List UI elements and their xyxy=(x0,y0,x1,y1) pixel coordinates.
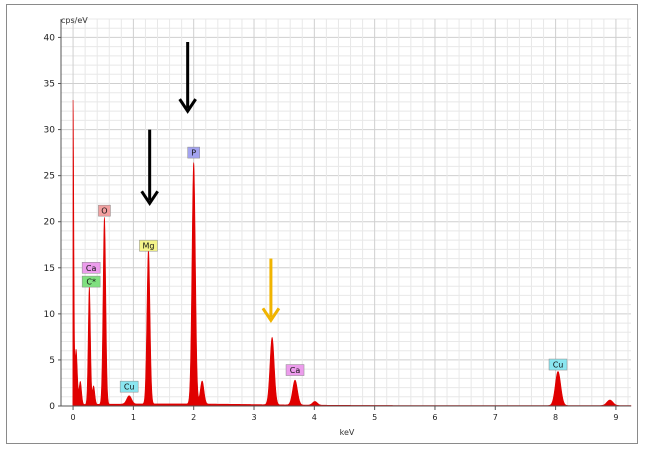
element-label: Cu xyxy=(124,383,135,392)
element-label-box xyxy=(139,239,158,252)
arrow-head xyxy=(140,190,159,206)
y-tick-label: 0 xyxy=(49,402,55,412)
annotation-arrow xyxy=(178,42,197,114)
arrow-head xyxy=(178,98,197,114)
tick-labels: 0 5 10 15 20 25 30 35 40 0 1 2 3 4 5 6 7 8 9 xyxy=(44,33,619,422)
y-tick-label: 10 xyxy=(44,310,56,320)
element-label-box xyxy=(187,146,200,159)
y-tick-label: 5 xyxy=(49,356,55,366)
annotation-arrow xyxy=(261,258,281,324)
x-tick-label: 1 xyxy=(131,413,136,422)
element-label-box xyxy=(285,364,305,376)
element-label: Ca xyxy=(290,366,301,375)
eds-spectrum-chart: 0 5 10 15 20 25 30 35 40 0 1 2 3 4 5 6 7 8 9 cps/eV keV O C… xyxy=(44,16,632,437)
y-tick-label: 20 xyxy=(44,218,56,228)
x-tick-label: 2 xyxy=(191,413,196,422)
x-tick-label: 7 xyxy=(493,413,498,422)
y-axis-label: cps/eV xyxy=(61,16,88,25)
x-tick-label: 3 xyxy=(251,413,256,422)
x-tick-label: 5 xyxy=(372,413,377,422)
x-axis-label: keV xyxy=(340,428,355,437)
grid-lines xyxy=(60,18,631,407)
element-label-box xyxy=(81,262,101,274)
arrow-head xyxy=(261,307,281,324)
element-label: Ca xyxy=(86,264,97,273)
x-tick-label: 0 xyxy=(71,413,76,422)
element-label: O xyxy=(101,207,107,216)
element-label: Cu xyxy=(553,361,564,370)
y-tick-label: 25 xyxy=(44,172,55,182)
y-tick-label: 30 xyxy=(44,126,56,136)
element-label: C* xyxy=(86,278,96,287)
element-label: Mg xyxy=(142,242,154,251)
chart-frame: 0 5 10 15 20 25 30 35 40 0 1 2 3 4 5 6 7 8 9 cps/eV keV O C… xyxy=(6,4,638,444)
x-tick-label: 6 xyxy=(432,413,437,422)
element-label-box xyxy=(548,358,568,371)
y-tick-label: 35 xyxy=(44,80,55,90)
element-label-box xyxy=(119,380,139,393)
x-tick-label: 4 xyxy=(312,413,317,422)
x-tick-label: 8 xyxy=(553,413,558,422)
x-tick-label: 9 xyxy=(613,413,618,422)
annotation-arrow xyxy=(140,129,159,206)
element-label: P xyxy=(191,149,196,158)
y-tick-label: 40 xyxy=(44,33,56,43)
annotation-arrows xyxy=(140,42,281,324)
element-label-box xyxy=(98,204,111,217)
element-label-box xyxy=(81,275,101,288)
element-labels: O Ca C* Mg Cu P Ca Cu xyxy=(81,146,568,393)
y-tick-label: 15 xyxy=(44,264,55,274)
